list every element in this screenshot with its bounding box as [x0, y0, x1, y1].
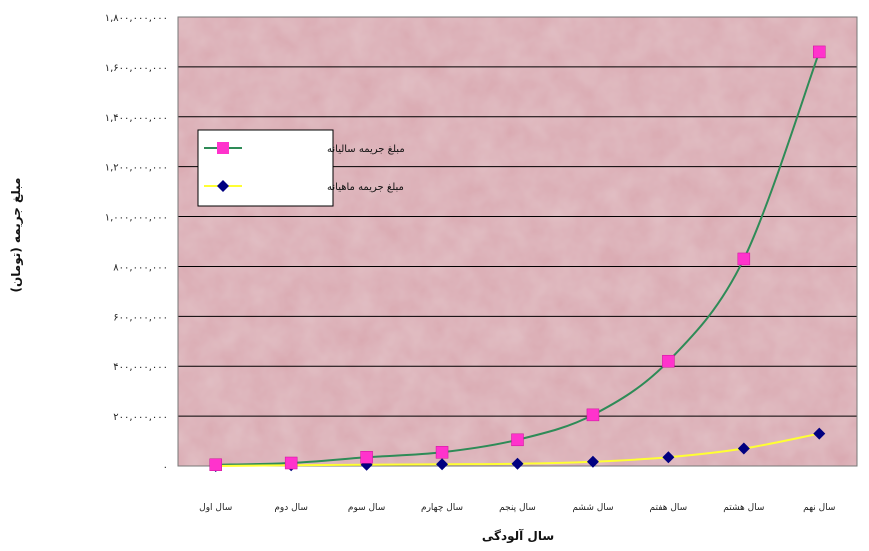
data-point-diamond	[586, 455, 599, 468]
x-tick-label: سال چهارم	[421, 503, 463, 513]
y-tick-label: ۲۰۰,۰۰۰,۰۰۰	[113, 412, 168, 423]
data-point-square	[737, 252, 751, 266]
x-tick-label: سال ششم	[572, 503, 613, 513]
data-point-diamond	[662, 451, 675, 464]
legend: مبلغ جریمه سالیانه مبلغ جریمه ماهیانه	[197, 129, 405, 207]
x-tick-label: سال نهم	[803, 503, 835, 513]
x-tick-label: سال دوم	[274, 503, 308, 513]
legend-marker-square	[217, 142, 229, 154]
y-tick-label: ۱,۸۰۰,۰۰۰,۰۰۰	[105, 13, 168, 24]
data-point-diamond	[813, 427, 826, 440]
y-tick-label: ۱,۰۰۰,۰۰۰,۰۰۰	[105, 213, 168, 224]
x-tick-label: سال هشتم	[723, 503, 764, 513]
legend-box	[197, 129, 334, 207]
x-tick-label: سال پنجم	[499, 503, 536, 513]
data-point-square	[511, 433, 524, 447]
y-tick-label: ۶۰۰,۰۰۰,۰۰۰	[113, 312, 168, 323]
legend-label: مبلغ جریمه سالیانه	[327, 144, 405, 155]
y-tick-label: ۴۰۰,۰۰۰,۰۰۰	[113, 362, 168, 373]
x-axis-ticks: سال اول سال دوم سال سوم سال چهارم سال پنجم سا…	[199, 503, 835, 513]
x-tick-label: سال اول	[199, 503, 232, 513]
data-point-diamond	[737, 442, 750, 455]
plot-texture	[178, 17, 857, 466]
legend-label: مبلغ جریمه ماهیانه	[327, 182, 404, 193]
data-point-square	[209, 458, 222, 472]
y-tick-label: ۱,۶۰۰,۰۰۰,۰۰۰	[105, 63, 168, 74]
y-tick-label: ۱,۲۰۰,۰۰۰,۰۰۰	[105, 163, 168, 174]
gridlines	[177, 16, 858, 467]
series-markers	[209, 45, 826, 472]
x-tick-label: سال سوم	[348, 503, 385, 513]
y-axis-ticks: ۰ ۲۰۰,۰۰۰,۰۰۰ ۴۰۰,۰۰۰,۰۰۰ ۶۰۰,۰۰۰,۰۰۰ ۸۰۰,۰۰…	[105, 13, 168, 473]
data-point-square	[662, 354, 675, 368]
data-point-square	[813, 45, 826, 59]
legend-marker-diamond	[217, 180, 229, 192]
y-tick-label: ۱,۴۰۰,۰۰۰,۰۰۰	[105, 113, 168, 124]
data-point-square	[435, 446, 449, 459]
data-point-diamond	[511, 457, 524, 470]
data-point-square	[360, 451, 373, 464]
y-axis-title: مبلغ جریمه (تومان)	[9, 178, 24, 293]
plot-area	[178, 17, 857, 466]
x-axis-title: سال آلودگی	[482, 528, 554, 544]
y-tick-label: ۸۰۰,۰۰۰,۰۰۰	[113, 262, 168, 273]
y-tick-label: ۰	[163, 462, 168, 473]
data-point-square	[284, 456, 298, 470]
data-point-square	[586, 408, 600, 422]
x-tick-label: سال هفتم	[650, 503, 688, 513]
data-point-diamond	[436, 458, 449, 471]
